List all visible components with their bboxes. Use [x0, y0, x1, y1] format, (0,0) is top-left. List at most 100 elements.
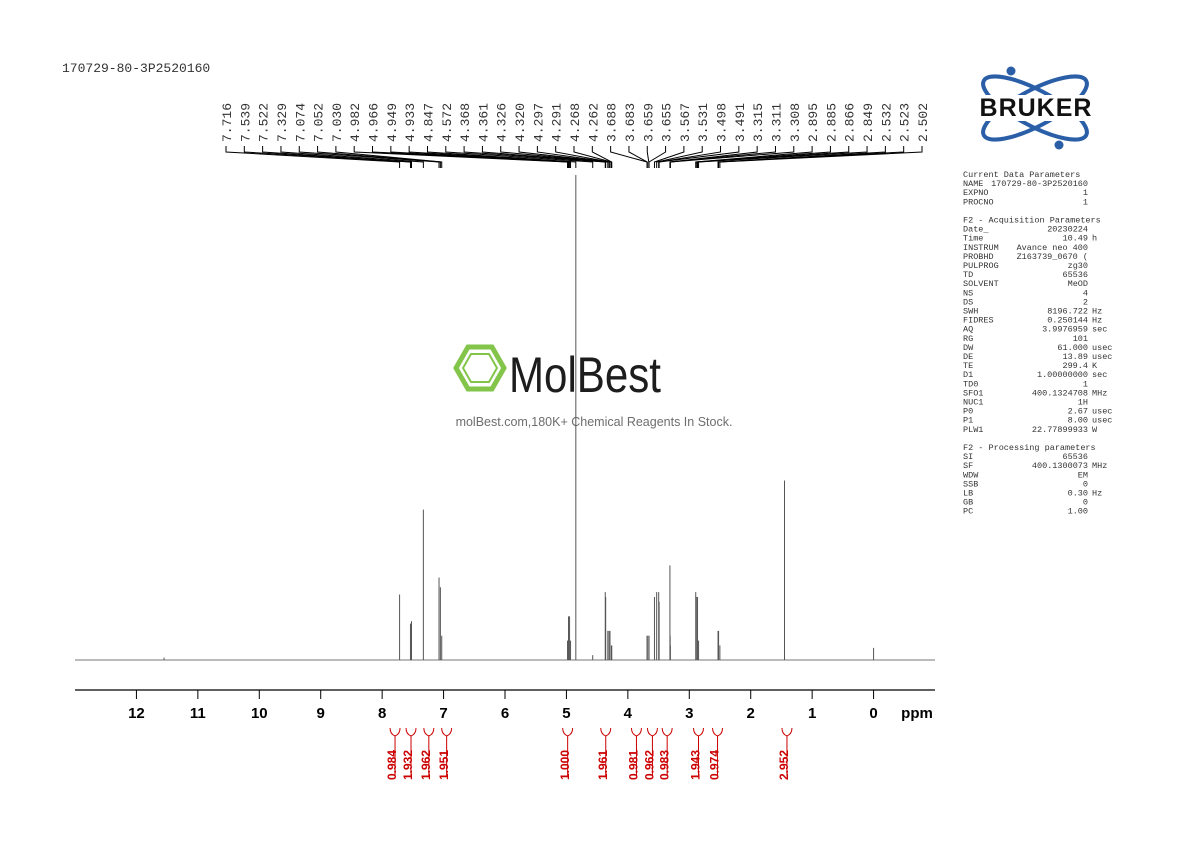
peak-label: 3.567: [678, 103, 693, 142]
parameter-unit: K: [1092, 361, 1098, 371]
peak-label: 2.885: [824, 103, 839, 142]
peak-label: 7.329: [275, 103, 290, 142]
parameter-unit: usec: [1092, 352, 1112, 362]
watermark: MolBest molBest.com,180K+ Chemical Reage…: [453, 344, 733, 429]
peak-label-connector: [335, 146, 443, 168]
peak-label: 4.933: [403, 103, 418, 142]
parameter-value: 1: [1083, 379, 1088, 389]
parameter-name: NAME: [963, 179, 983, 189]
integral-bracket: [661, 727, 673, 776]
peak-label: 2.849: [861, 103, 876, 142]
parameter-value: 400.1324708: [1032, 388, 1088, 398]
integral-bracket: [405, 727, 417, 776]
parameter-name: PULPROG: [963, 261, 999, 271]
parameter-unit: MHz: [1092, 388, 1107, 398]
parameter-name: SI: [963, 452, 973, 462]
peak-label: 4.268: [568, 103, 583, 142]
integral-label: 0.984: [385, 750, 399, 780]
parameter-name: TE: [963, 361, 973, 371]
watermark-brand: MolBest: [509, 347, 661, 403]
peak-label: 4.320: [513, 103, 528, 142]
parameter-value: 13.89: [1062, 352, 1088, 362]
parameter-name: SSB: [963, 479, 978, 489]
peak-label-connector: [280, 146, 424, 168]
parameter-value: 65536: [1062, 270, 1088, 280]
parameter-value: 0: [1083, 479, 1088, 489]
parameter-unit: h: [1092, 234, 1097, 244]
peak-label: 3.659: [641, 103, 656, 142]
peak-label-connector: [653, 146, 685, 168]
peak-label-connector: [648, 146, 667, 168]
parameter-unit: Hz: [1092, 316, 1102, 326]
peak-label-connector: [719, 146, 923, 168]
peak-label: 2.895: [806, 103, 821, 142]
peak-label-connector: [298, 146, 440, 168]
peak-label: 7.716: [220, 103, 235, 142]
peak-label: 3.531: [696, 103, 711, 142]
peak-label-connector: [317, 146, 441, 168]
x-tick-label: 10: [251, 705, 268, 722]
x-tick-label: 12: [128, 705, 145, 722]
peak-label-connector: [518, 146, 609, 168]
peak-label-connector: [656, 146, 703, 168]
parameter-unit: W: [1092, 425, 1098, 435]
logo-text: BRUKER: [980, 94, 1093, 122]
parameter-name: FIDRES: [963, 316, 994, 326]
peak-label: 4.326: [495, 103, 510, 142]
parameter-name: SOLVENT: [963, 279, 999, 289]
parameter-value: 1H: [1078, 398, 1088, 408]
parameter-name: DW: [963, 343, 974, 353]
integral-label: 0.981: [627, 750, 641, 780]
parameter-name: PC: [963, 507, 973, 517]
logo-backdrop: [960, 95, 1112, 121]
peak-label-connector: [717, 146, 886, 168]
parameter-value: 10.49: [1062, 234, 1088, 244]
parameter-value: 400.1300073: [1032, 461, 1088, 471]
parameter-name: TD: [963, 270, 973, 280]
x-tick-label: 6: [501, 705, 509, 722]
parameter-name: P0: [963, 407, 973, 417]
peak-label: 7.030: [330, 103, 345, 142]
peak-label: 4.572: [440, 103, 455, 142]
x-axis-label: ppm: [901, 705, 933, 722]
x-tick-label: 9: [317, 705, 325, 722]
parameter-name: D1: [963, 370, 973, 380]
integral-label: 1.000: [558, 750, 572, 780]
parameter-value: MeOD: [1068, 279, 1088, 289]
parameter-unit: usec: [1092, 416, 1112, 426]
parameter-value: 1.00: [1068, 507, 1088, 517]
parameter-section-title: F2 - Acquisition Parameters: [963, 216, 1101, 226]
integral-bracket: [781, 727, 793, 776]
parameter-name: GB: [963, 498, 973, 508]
parameter-name: TD0: [963, 379, 978, 389]
parameter-unit: MHz: [1092, 461, 1107, 471]
watermark-tagline: molBest.com,180K+ Chemical Reagents In S…: [456, 415, 733, 429]
parameter-value: 20230224: [1047, 225, 1088, 235]
integral-label: 1.932: [401, 750, 415, 780]
integral-bracket: [712, 727, 724, 776]
peak-label: 2.866: [843, 103, 858, 142]
peak-label-connector: [669, 146, 795, 168]
peak-label-connector: [481, 146, 607, 168]
parameter-value: Avance neo 400: [1017, 243, 1088, 253]
x-tick-label: 4: [624, 705, 633, 722]
peak-label-connector: [445, 146, 594, 168]
integral-bracket: [562, 727, 574, 776]
peak-label-connector: [243, 146, 411, 168]
bruker-logo: BRUKER: [960, 66, 1112, 150]
integral-label: 1.943: [689, 750, 703, 780]
peak-label: 3.311: [769, 103, 784, 142]
parameter-unit: usec: [1092, 343, 1112, 353]
logo-dot: [1054, 140, 1064, 150]
peak-label: 4.361: [476, 103, 491, 142]
peak-label: 4.291: [550, 103, 565, 142]
x-tick-label: 2: [747, 705, 755, 722]
integral-bracket: [646, 727, 658, 776]
logo-orbit: [981, 74, 1089, 142]
integral-bracket: [423, 727, 435, 776]
parameter-name: LB: [963, 489, 973, 499]
parameter-value: EM: [1078, 470, 1088, 480]
